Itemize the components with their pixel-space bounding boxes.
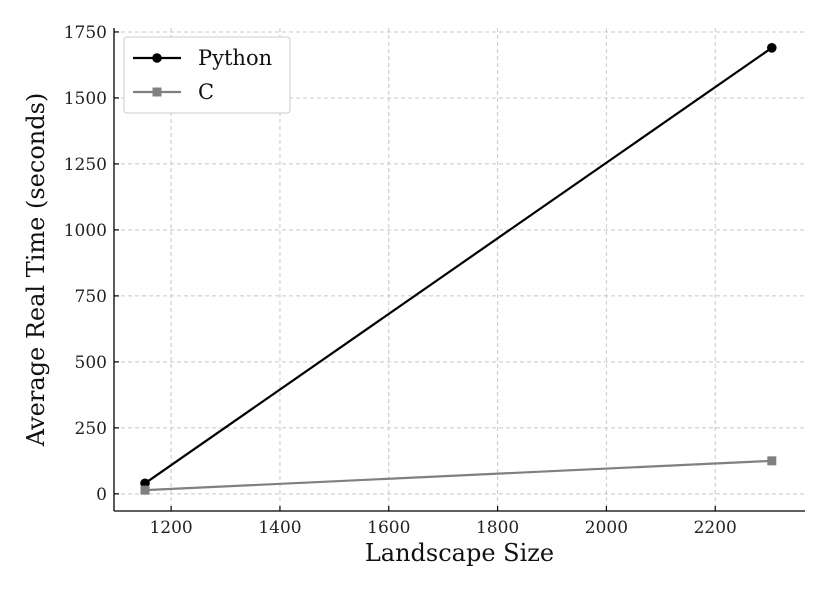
y-axis-title: Average Real Time (seconds) bbox=[22, 93, 50, 448]
x-axis-title: Landscape Size bbox=[365, 539, 554, 567]
x-tick-label: 2200 bbox=[694, 518, 737, 538]
series-c bbox=[140, 456, 777, 495]
legend-box bbox=[123, 36, 291, 114]
series-line-c bbox=[144, 459, 772, 492]
y-tick-label: 1000 bbox=[64, 221, 107, 241]
legend-marker-c bbox=[152, 87, 162, 97]
series-line-python bbox=[144, 46, 773, 485]
y-tick-label: 250 bbox=[75, 419, 107, 439]
x-tick-label: 1800 bbox=[476, 518, 519, 538]
axes bbox=[113, 28, 805, 512]
data-point-c bbox=[767, 456, 777, 466]
data-point-c bbox=[140, 485, 150, 495]
x-tick-label: 2000 bbox=[585, 518, 628, 538]
legend-entry-c: C bbox=[133, 80, 214, 104]
tick-labels: 1200 1400 1600 1800 2000 2200 0 250 500 750 1000 12… bbox=[64, 23, 737, 538]
y-tick-label: 1500 bbox=[64, 89, 107, 109]
legend-entry-python: Python bbox=[133, 46, 272, 70]
y-tick-label: 750 bbox=[75, 287, 107, 307]
y-tick-label: 0 bbox=[96, 485, 107, 505]
grid bbox=[114, 28, 805, 511]
y-tick-label: 500 bbox=[75, 353, 107, 373]
legend-label-python: Python bbox=[198, 46, 272, 70]
x-tick-label: 1600 bbox=[367, 518, 410, 538]
legend-marker-python bbox=[152, 53, 162, 63]
y-tick-label: 1250 bbox=[64, 155, 107, 175]
y-tick-label: 1750 bbox=[64, 23, 107, 43]
legend-label-c: C bbox=[198, 80, 214, 104]
x-tick-label: 1400 bbox=[258, 518, 301, 538]
x-tick-label: 1200 bbox=[149, 518, 192, 538]
legend: Python C bbox=[123, 36, 291, 114]
data-point-python bbox=[767, 42, 777, 53]
series bbox=[140, 42, 777, 495]
